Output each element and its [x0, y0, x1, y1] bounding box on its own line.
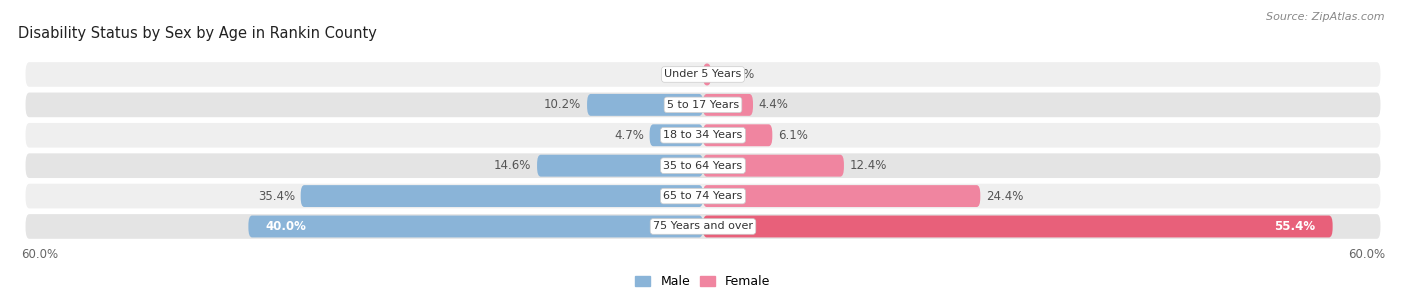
FancyBboxPatch shape	[703, 185, 980, 207]
Text: Disability Status by Sex by Age in Rankin County: Disability Status by Sex by Age in Ranki…	[18, 26, 377, 40]
Legend: Male, Female: Male, Female	[630, 271, 776, 293]
Text: 14.6%: 14.6%	[494, 159, 531, 172]
Text: 40.0%: 40.0%	[266, 220, 307, 233]
Text: 6.1%: 6.1%	[778, 129, 808, 142]
FancyBboxPatch shape	[703, 155, 844, 177]
FancyBboxPatch shape	[588, 94, 703, 116]
Text: 12.4%: 12.4%	[849, 159, 887, 172]
FancyBboxPatch shape	[650, 124, 703, 146]
FancyBboxPatch shape	[703, 64, 711, 85]
FancyBboxPatch shape	[703, 94, 754, 116]
Text: Source: ZipAtlas.com: Source: ZipAtlas.com	[1267, 12, 1385, 22]
Text: 0.71%: 0.71%	[717, 68, 754, 81]
Text: 35.4%: 35.4%	[257, 190, 295, 202]
FancyBboxPatch shape	[24, 152, 1382, 179]
Text: 5 to 17 Years: 5 to 17 Years	[666, 100, 740, 110]
Text: 0.0%: 0.0%	[668, 68, 697, 81]
Text: 60.0%: 60.0%	[1348, 248, 1385, 261]
Text: 18 to 34 Years: 18 to 34 Years	[664, 130, 742, 140]
FancyBboxPatch shape	[249, 216, 703, 237]
Text: 4.4%: 4.4%	[759, 98, 789, 111]
FancyBboxPatch shape	[537, 155, 703, 177]
FancyBboxPatch shape	[24, 213, 1382, 240]
Text: 60.0%: 60.0%	[21, 248, 58, 261]
FancyBboxPatch shape	[703, 124, 772, 146]
Text: 75 Years and over: 75 Years and over	[652, 222, 754, 231]
Text: 10.2%: 10.2%	[544, 98, 582, 111]
FancyBboxPatch shape	[24, 183, 1382, 209]
Text: 24.4%: 24.4%	[986, 190, 1024, 202]
FancyBboxPatch shape	[301, 185, 703, 207]
FancyBboxPatch shape	[703, 216, 1333, 237]
Text: 65 to 74 Years: 65 to 74 Years	[664, 191, 742, 201]
Text: 4.7%: 4.7%	[614, 129, 644, 142]
Text: 35 to 64 Years: 35 to 64 Years	[664, 161, 742, 171]
Text: Under 5 Years: Under 5 Years	[665, 70, 741, 79]
FancyBboxPatch shape	[24, 61, 1382, 88]
Text: 55.4%: 55.4%	[1274, 220, 1316, 233]
FancyBboxPatch shape	[24, 92, 1382, 118]
FancyBboxPatch shape	[24, 122, 1382, 149]
